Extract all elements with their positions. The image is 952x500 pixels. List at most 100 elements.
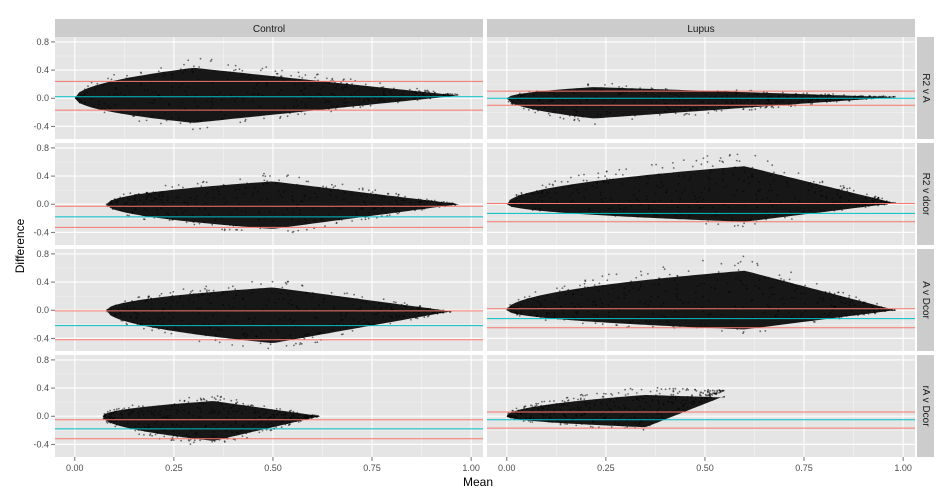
data-point [231, 344, 234, 346]
data-point [675, 293, 678, 296]
data-point [381, 208, 383, 211]
data-point [828, 291, 831, 294]
data-point [566, 423, 568, 425]
data-point [244, 332, 247, 335]
data-point [295, 99, 298, 102]
data-point [606, 403, 608, 406]
data-point [223, 203, 226, 205]
panel-0-2 [55, 249, 483, 351]
data-point [707, 397, 710, 400]
data-point [304, 103, 307, 105]
data-point [778, 274, 781, 277]
data-point [721, 160, 724, 163]
data-point [344, 97, 346, 100]
y-tick-label: 0.8 [36, 143, 49, 153]
data-point [880, 306, 883, 309]
data-point [560, 404, 563, 406]
data-point [246, 182, 249, 185]
data-point [841, 209, 843, 212]
data-point [537, 109, 539, 112]
data-point [222, 183, 225, 186]
data-point [518, 92, 521, 95]
data-point [537, 99, 540, 102]
data-point [159, 426, 162, 428]
data-point [379, 308, 382, 311]
data-point [706, 106, 708, 109]
data-point [583, 286, 586, 288]
data-point [171, 299, 174, 302]
data-point [616, 324, 618, 327]
data-point [301, 284, 303, 287]
data-point [415, 92, 418, 94]
data-point [171, 90, 174, 93]
data-point [110, 201, 113, 204]
data-point [195, 433, 198, 436]
data-point [634, 422, 637, 424]
data-point [399, 97, 401, 100]
data-point [831, 197, 834, 200]
data-point [206, 291, 208, 293]
data-point [663, 110, 666, 113]
data-point [661, 314, 664, 317]
data-point [708, 393, 711, 395]
data-point [738, 160, 741, 163]
data-point [571, 192, 574, 195]
data-point [297, 308, 300, 311]
data-point [518, 315, 521, 317]
data-point [349, 78, 352, 80]
data-point [530, 404, 532, 407]
data-point [344, 192, 346, 194]
data-point [593, 284, 596, 287]
data-point [793, 297, 796, 299]
data-point [673, 93, 675, 96]
data-point [389, 322, 392, 325]
data-point [202, 323, 205, 326]
data-point [211, 396, 214, 398]
data-point [144, 426, 146, 428]
data-point [832, 201, 835, 204]
data-point [287, 230, 289, 232]
data-point [618, 204, 621, 207]
data-point [640, 270, 642, 273]
data-point [832, 93, 834, 95]
data-point [649, 108, 651, 110]
data-point [108, 93, 110, 96]
data-point [791, 296, 793, 299]
data-point [241, 69, 244, 72]
data-point [188, 298, 190, 300]
data-point [580, 115, 583, 118]
data-point [739, 260, 742, 263]
data-point [143, 327, 145, 330]
data-point [651, 209, 654, 212]
data-point [123, 407, 126, 410]
data-point [265, 412, 267, 414]
data-point [112, 420, 115, 423]
data-point [295, 420, 297, 422]
data-point [253, 93, 256, 96]
data-point [440, 201, 443, 204]
data-point [533, 406, 535, 409]
data-point [177, 410, 180, 413]
data-point [302, 83, 305, 86]
data-point [147, 423, 150, 426]
data-point [154, 433, 157, 436]
data-point [361, 104, 364, 107]
data-point [639, 283, 642, 286]
data-point [649, 390, 652, 393]
data-point [362, 312, 365, 315]
data-point [283, 337, 285, 340]
data-point [776, 194, 779, 196]
data-point [653, 200, 656, 203]
data-point [359, 106, 362, 109]
data-point [708, 189, 710, 192]
data-point [252, 320, 255, 323]
data-point [454, 93, 456, 95]
data-point [266, 198, 269, 200]
data-point [316, 73, 318, 76]
data-point [252, 404, 254, 407]
data-point [424, 199, 426, 202]
data-point [110, 420, 112, 423]
data-point [187, 85, 190, 88]
data-point [694, 195, 696, 198]
data-point [210, 106, 213, 109]
